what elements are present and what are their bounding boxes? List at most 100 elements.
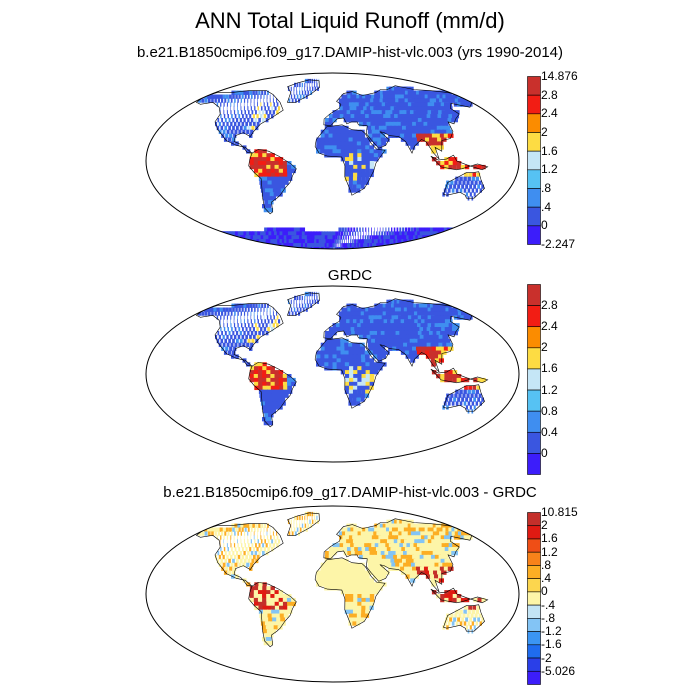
grid-cell — [352, 188, 357, 193]
grid-cell — [328, 243, 332, 248]
grid-cell — [342, 319, 347, 324]
grid-cell — [458, 180, 462, 185]
grid-cell — [228, 239, 247, 244]
grid-cell — [364, 180, 370, 185]
grid-cell — [410, 358, 416, 363]
grid-cell — [247, 319, 249, 324]
grid-cell — [314, 291, 316, 297]
grid-cell — [380, 319, 386, 324]
grid-cell — [286, 164, 292, 170]
grid-cell — [258, 90, 261, 95]
grid-cell — [369, 374, 375, 379]
grid-cell — [269, 405, 275, 410]
grid-cell — [352, 535, 357, 540]
colorbar-label: .4 — [541, 571, 552, 586]
grid-cell — [374, 227, 375, 232]
grid-cell — [443, 330, 451, 336]
grid-cell — [270, 114, 274, 119]
grid-cell — [348, 531, 353, 536]
grid-cell — [207, 231, 220, 236]
grid-cell — [390, 114, 396, 119]
grid-cell — [332, 562, 337, 568]
grid-cell — [357, 172, 362, 178]
grid-cell — [468, 605, 472, 611]
grid-cell — [372, 346, 378, 351]
grid-cell — [383, 562, 389, 568]
grid-cell — [250, 342, 254, 348]
grid-cell — [369, 590, 375, 595]
colorbar-swatch — [527, 326, 541, 349]
grid-cell — [441, 570, 447, 575]
grid-cell — [275, 389, 281, 394]
grid-cell — [262, 157, 267, 162]
grid-cell — [447, 133, 454, 138]
grid-cell — [400, 133, 406, 138]
grid-cell — [323, 239, 328, 244]
grid-cell — [237, 106, 238, 111]
grid-cell — [425, 338, 431, 344]
grid-cell — [262, 597, 267, 603]
grid-cell — [277, 539, 281, 544]
grid-cell — [254, 527, 256, 532]
grid-cell — [354, 327, 359, 332]
grid-cell — [242, 562, 246, 568]
grid-cell — [425, 125, 431, 131]
grid-cell — [402, 110, 409, 115]
grid-cell — [242, 578, 247, 583]
grid-cell — [266, 168, 272, 174]
grid-cell — [365, 597, 371, 603]
grid-cell — [201, 311, 205, 316]
grid-cell — [347, 330, 352, 336]
grid-cell — [376, 346, 382, 351]
grid-cell — [272, 531, 274, 536]
grid-cell — [274, 594, 280, 599]
grid-cell — [344, 125, 349, 131]
grid-cell — [443, 102, 453, 107]
grid-cell — [396, 121, 403, 127]
grid-cell — [258, 323, 261, 328]
grid-cell — [251, 323, 254, 328]
grid-cell — [362, 235, 364, 240]
grid-cell — [264, 303, 267, 308]
grid-cell — [373, 539, 379, 544]
grid-cell — [441, 350, 447, 355]
grid-cell — [352, 358, 358, 363]
grid-cell — [348, 613, 354, 618]
grid-cell — [262, 605, 268, 611]
grid-cell — [260, 114, 263, 119]
grid-cell — [352, 617, 357, 622]
grid-cell — [343, 323, 348, 328]
grid-cell — [347, 94, 352, 99]
grid-cell — [412, 350, 419, 355]
grid-cell — [332, 239, 335, 244]
grid-cell — [473, 184, 477, 189]
grid-cell — [364, 574, 370, 579]
grid-cell — [403, 117, 409, 123]
colorbar-label: 2 — [541, 518, 548, 533]
grid-cell — [391, 562, 397, 568]
grid-cell — [227, 137, 232, 142]
grid-cell — [348, 617, 353, 622]
grid-cell — [368, 327, 374, 332]
grid-cell — [260, 617, 266, 622]
grid-cell — [257, 535, 258, 540]
colorbar-label: 0 — [541, 218, 548, 233]
grid-cell — [378, 323, 384, 328]
grid-cell — [237, 323, 239, 328]
grid-cell — [449, 397, 453, 402]
grid-cell — [438, 141, 444, 146]
grid-cell — [270, 374, 275, 379]
grid-cell — [440, 330, 447, 336]
grid-cell — [363, 239, 368, 244]
grid-cell — [384, 330, 390, 336]
grid-cell — [409, 231, 414, 236]
grid-cell — [416, 323, 424, 328]
grid-cell — [348, 102, 354, 107]
grid-cell — [365, 307, 371, 312]
grid-cell — [424, 350, 431, 355]
grid-cell — [347, 117, 352, 123]
grid-cell — [451, 621, 455, 626]
grid-cell — [235, 574, 239, 579]
grid-cell — [361, 145, 366, 150]
grid-cell — [373, 370, 379, 375]
